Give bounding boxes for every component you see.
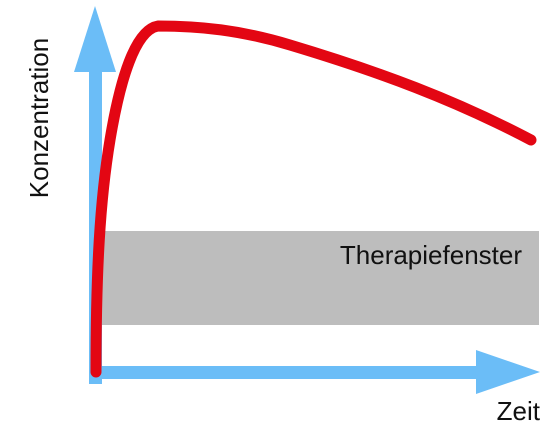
y-axis-label: Konzentration bbox=[24, 38, 54, 198]
therapeutic-window-band bbox=[101, 231, 539, 325]
therapeutic-window-label: Therapiefenster bbox=[340, 240, 522, 270]
x-axis-label: Zeit bbox=[497, 396, 541, 426]
x-axis-arrow-right-icon bbox=[476, 350, 540, 394]
concentration-curve bbox=[90, 20, 537, 378]
x-axis-line bbox=[89, 366, 489, 379]
y-axis-arrow-up-icon bbox=[74, 6, 116, 72]
